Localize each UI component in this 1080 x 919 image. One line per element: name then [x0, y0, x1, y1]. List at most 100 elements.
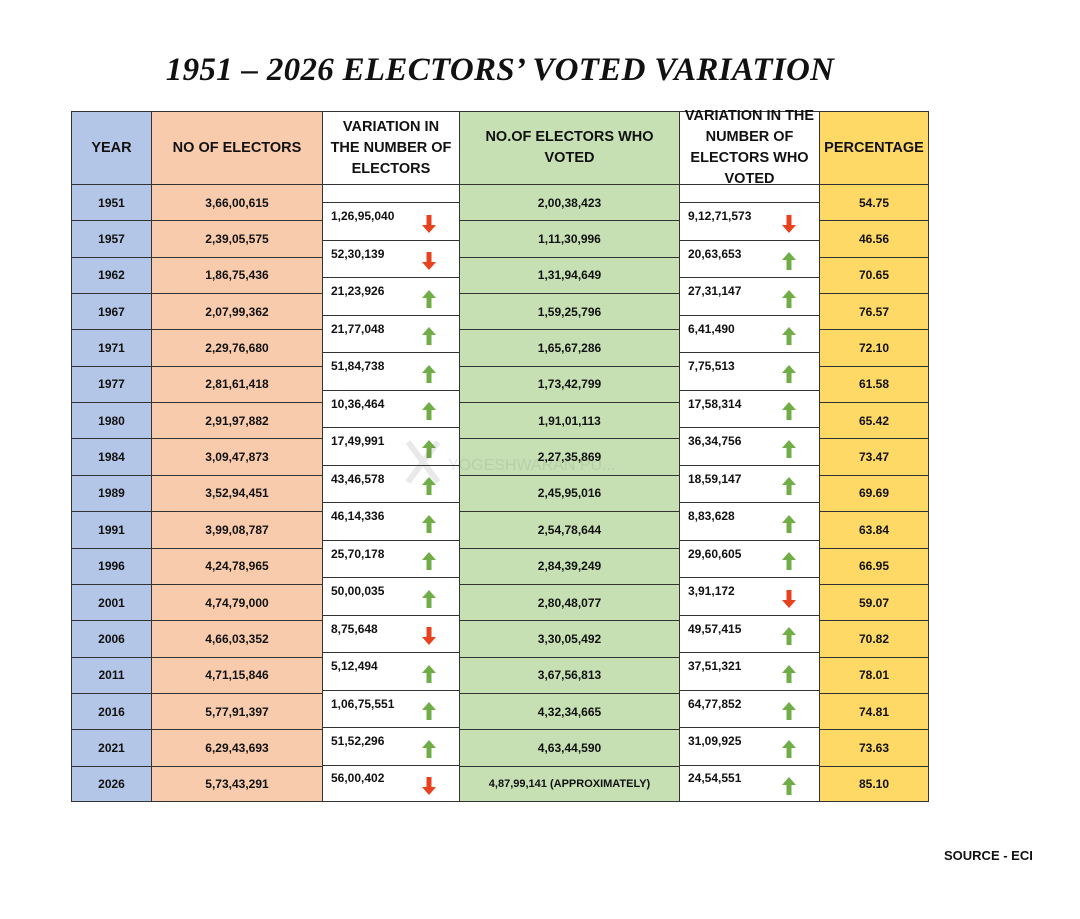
variation-cell: 8,75,648 [323, 614, 459, 653]
arrow-down-icon [421, 776, 437, 796]
electors-cell: 3,66,00,615 [152, 184, 322, 220]
arrow-up-icon [781, 476, 797, 496]
variation-value: 6,41,490 [688, 321, 735, 336]
variation-cell: 56,00,402 [323, 764, 459, 802]
arrow-up-icon [421, 664, 437, 684]
arrow-down-icon [781, 589, 797, 609]
arrow-up-icon [421, 701, 437, 721]
blank-cell [680, 184, 819, 202]
header-percentage: PERCENTAGE [820, 111, 928, 184]
header-variation-voted: VARIATION IN THE NUMBER OF ELECTORS WHO … [680, 108, 819, 187]
variation-value: 7,75,513 [688, 359, 735, 374]
arrow-up-icon [781, 776, 797, 796]
voted-cell: 2,00,38,423 [460, 184, 679, 220]
electors-cell: 4,74,79,000 [152, 583, 322, 620]
year-cell: 1971 [72, 329, 151, 365]
variation-cell: 18,59,147 [680, 464, 819, 503]
source-note: SOURCE - ECI [944, 848, 1033, 863]
year-cell: 1996 [72, 547, 151, 584]
electors-cell: 3,09,47,873 [152, 438, 322, 474]
variation-value: 52,30,139 [331, 246, 385, 261]
variation-value: 24,54,551 [688, 771, 742, 786]
arrow-up-icon [781, 251, 797, 271]
arrow-up-icon [421, 439, 437, 459]
percentage-cell: 61.58 [820, 365, 928, 402]
variation-value: 51,52,296 [331, 734, 385, 749]
arrow-up-icon [781, 289, 797, 309]
voted-cell: 4,87,99,141 (APPROXIMATELY) [460, 765, 679, 802]
variation-cell: 21,77,048 [323, 314, 459, 353]
year-cell: 2001 [72, 583, 151, 620]
variation-electors-column: VARIATION IN THE NUMBER OF ELECTORS 1,26… [323, 111, 460, 802]
arrow-up-icon [421, 326, 437, 346]
percentage-cell: 63.84 [820, 511, 928, 547]
voted-cell: 1,73,42,799 [460, 365, 679, 402]
percentage-cell: 46.56 [820, 220, 928, 256]
variation-value: 21,77,048 [331, 321, 385, 336]
arrow-up-icon [781, 626, 797, 646]
electors-cell: 2,91,97,882 [152, 402, 322, 438]
percentage-cell: 70.82 [820, 620, 928, 656]
voted-cell: 1,31,94,649 [460, 256, 679, 293]
voted-cell: 2,84,39,249 [460, 547, 679, 584]
electors-cell: 5,77,91,397 [152, 692, 322, 729]
voted-cell: 4,63,44,590 [460, 729, 679, 765]
voted-cell: 1,65,67,286 [460, 329, 679, 365]
variation-cell: 24,54,551 [680, 764, 819, 802]
year-cell: 2011 [72, 656, 151, 693]
arrow-up-icon [421, 476, 437, 496]
variation-cell: 25,70,178 [323, 539, 459, 578]
variation-cell: 20,63,653 [680, 239, 819, 278]
percentage-cell: 85.10 [820, 765, 928, 802]
percentage-cell: 65.42 [820, 402, 928, 438]
electors-cell: 2,81,61,418 [152, 365, 322, 402]
variation-value: 21,23,926 [331, 284, 385, 299]
variation-value: 27,31,147 [688, 284, 742, 299]
header-electors: NO OF ELECTORS [152, 111, 322, 184]
variation-value: 10,36,464 [331, 396, 385, 411]
variation-value: 20,63,653 [688, 246, 742, 261]
year-cell: 2026 [72, 765, 151, 802]
voted-cell: 1,11,30,996 [460, 220, 679, 256]
voted-cell: 2,27,35,869 [460, 438, 679, 474]
variation-value: 5,12,494 [331, 659, 378, 674]
arrow-up-icon [781, 664, 797, 684]
variation-value: 43,46,578 [331, 471, 385, 486]
variation-cell: 10,36,464 [323, 389, 459, 428]
percentage-cell: 78.01 [820, 656, 928, 693]
percentage-cell: 74.81 [820, 692, 928, 729]
variation-value: 64,77,852 [688, 696, 742, 711]
variation-value: 25,70,178 [331, 546, 385, 561]
electors-table: YEAR 1951 1957 1962 1967 1971 1977 1980 1984 198… [71, 108, 929, 802]
arrow-up-icon [781, 326, 797, 346]
year-cell: 1951 [72, 184, 151, 220]
header-year: YEAR [72, 111, 151, 184]
year-cell: 1957 [72, 220, 151, 256]
arrow-up-icon [781, 401, 797, 421]
page-title: 1951 – 2026 ELECTORS’ VOTED VARIATION [165, 52, 835, 88]
arrow-up-icon [781, 551, 797, 571]
variation-value: 36,34,756 [688, 434, 742, 449]
variation-cell: 27,31,147 [680, 277, 819, 315]
variation-voted-column: VARIATION IN THE NUMBER OF ELECTORS WHO … [680, 108, 820, 802]
electors-cell: 3,99,08,787 [152, 511, 322, 547]
electors-cell: 4,71,15,846 [152, 656, 322, 693]
svg-text:YOGESHWARAN PU...: YOGESHWARAN PU... [448, 457, 615, 474]
variation-value: 8,75,648 [331, 621, 378, 636]
year-cell: 1991 [72, 511, 151, 547]
arrow-up-icon [421, 739, 437, 759]
electors-cell: 2,07,99,362 [152, 293, 322, 329]
variation-value: 3,91,172 [688, 584, 735, 599]
percentage-column: PERCENTAGE 54.75 46.56 70.65 76.57 72.10 61.5… [820, 111, 929, 802]
percentage-cell: 59.07 [820, 583, 928, 620]
variation-value: 8,83,628 [688, 509, 735, 524]
variation-cell: 36,34,756 [680, 427, 819, 465]
variation-value: 46,14,336 [331, 509, 385, 524]
voted-column: NO.OF ELECTORS WHO VOTED 2,00,38,423 1,11… [460, 111, 680, 802]
arrow-up-icon [421, 364, 437, 384]
voted-cell: 3,30,05,492 [460, 620, 679, 656]
variation-cell: 43,46,578 [323, 464, 459, 503]
voted-cell: 1,59,25,796 [460, 293, 679, 329]
variation-cell: 21,23,926 [323, 277, 459, 315]
variation-value: 29,60,605 [688, 546, 742, 561]
